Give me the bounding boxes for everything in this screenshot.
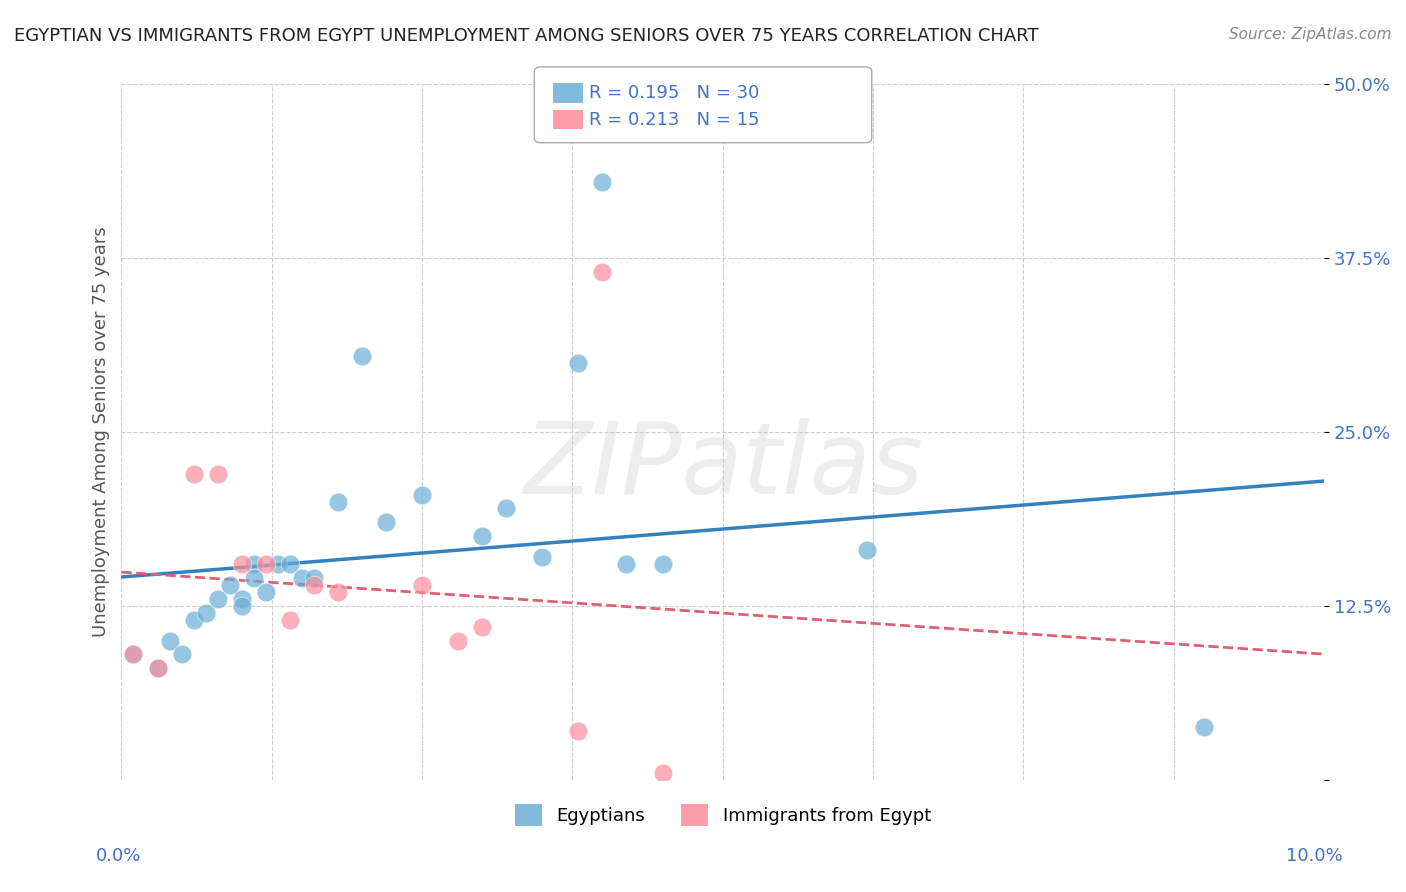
Point: [183, 467, 205, 481]
Point: [567, 355, 589, 369]
Y-axis label: Unemployment Among Seniors over 75 years: Unemployment Among Seniors over 75 years: [93, 227, 110, 638]
Point: [1192, 720, 1215, 734]
Text: 10.0%: 10.0%: [1286, 847, 1343, 865]
Point: [411, 578, 433, 592]
Point: [159, 633, 181, 648]
Point: [651, 765, 673, 780]
Point: [183, 613, 205, 627]
Point: [375, 516, 398, 530]
Point: [231, 599, 253, 613]
Point: [254, 557, 277, 571]
Point: [170, 648, 193, 662]
Point: [231, 557, 253, 571]
Point: [591, 175, 613, 189]
Point: [302, 571, 325, 585]
Text: ZIPatlas: ZIPatlas: [523, 418, 922, 516]
Point: [326, 494, 349, 508]
Point: [531, 550, 554, 565]
Point: [616, 557, 638, 571]
Point: [856, 543, 879, 558]
Point: [146, 661, 169, 675]
Point: [254, 585, 277, 599]
Point: [591, 265, 613, 279]
Point: [218, 578, 240, 592]
Point: [267, 557, 290, 571]
Point: [350, 349, 373, 363]
Point: [207, 591, 229, 606]
Text: EGYPTIAN VS IMMIGRANTS FROM EGYPT UNEMPLOYMENT AMONG SENIORS OVER 75 YEARS CORRE: EGYPTIAN VS IMMIGRANTS FROM EGYPT UNEMPL…: [14, 27, 1039, 45]
Point: [242, 571, 264, 585]
Point: [207, 467, 229, 481]
Point: [122, 648, 145, 662]
Point: [146, 661, 169, 675]
Point: [471, 529, 494, 543]
Point: [302, 578, 325, 592]
Point: [242, 557, 264, 571]
Point: [651, 557, 673, 571]
Point: [495, 501, 517, 516]
Point: [278, 557, 301, 571]
Point: [231, 591, 253, 606]
Point: [471, 620, 494, 634]
Legend: Egyptians, Immigrants from Egypt: Egyptians, Immigrants from Egypt: [508, 797, 938, 833]
Point: [411, 487, 433, 501]
Text: Source: ZipAtlas.com: Source: ZipAtlas.com: [1229, 27, 1392, 42]
Point: [194, 606, 217, 620]
Point: [122, 648, 145, 662]
Text: R = 0.195   N = 30: R = 0.195 N = 30: [589, 84, 759, 102]
Point: [291, 571, 314, 585]
Point: [278, 613, 301, 627]
Point: [326, 585, 349, 599]
Text: R = 0.213   N = 15: R = 0.213 N = 15: [589, 111, 759, 128]
Text: 0.0%: 0.0%: [96, 847, 141, 865]
Point: [447, 633, 470, 648]
Point: [567, 723, 589, 738]
